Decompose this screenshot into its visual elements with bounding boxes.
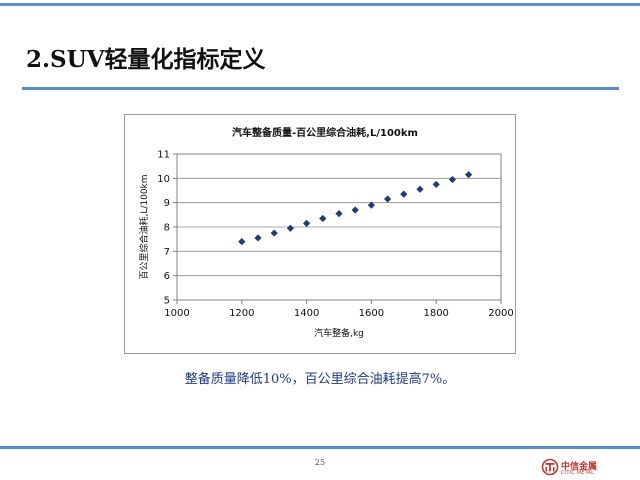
chart-frame: 汽车整备质量-百公里综合油耗,L/100km 5 6 7 8 9 10 11 1000 120…: [124, 114, 516, 354]
data-point: [416, 185, 424, 193]
x-tick-label: 2000: [488, 308, 513, 319]
y-tick-label: 8: [164, 223, 170, 234]
slide-caption: 整备质量降低10%，百公里综合油耗提高7%。: [184, 372, 456, 387]
data-point: [335, 210, 343, 218]
x-tick-label: 1400: [294, 308, 319, 319]
header-divider: [22, 87, 619, 90]
y-tick-label: 7: [164, 247, 170, 258]
data-point: [448, 175, 456, 184]
x-tick-label: 1800: [423, 308, 448, 319]
page-number: 25: [314, 458, 326, 467]
data-point: [400, 190, 408, 198]
y-axis-label: 百公里综合油耗,L/100km: [138, 174, 150, 279]
data-point: [286, 224, 294, 232]
x-tick-label: 1000: [164, 308, 189, 319]
x-axis-label: 汽车整备,kg: [314, 327, 364, 339]
data-point: [238, 238, 246, 246]
company-logo: 中信金属 CITIC METAL: [541, 458, 633, 478]
scatter-chart: 汽车整备质量-百公里综合油耗,L/100km 5 6 7 8 9 10 11 1000 120…: [138, 126, 514, 339]
data-point: [465, 171, 473, 179]
data-point: [254, 234, 262, 242]
x-tick-label: 1600: [359, 308, 384, 319]
data-point: [432, 180, 440, 189]
chart-title: 汽车整备质量-百公里综合油耗,L/100km: [232, 126, 418, 139]
y-tick-label: 10: [157, 174, 170, 185]
logo-name-cn: 中信金属: [561, 462, 598, 472]
y-tick-label: 6: [164, 271, 170, 282]
top-accent-bar: [0, 3, 640, 6]
data-point: [351, 206, 359, 214]
slide-title: 2.SUV轻量化指标定义: [26, 46, 266, 73]
citic-logo-icon: [541, 458, 559, 476]
data-point: [319, 214, 327, 223]
data-point: [270, 229, 278, 237]
y-tick-label: 5: [164, 296, 170, 307]
data-point: [303, 219, 311, 227]
footer-accent-bar: [0, 446, 640, 449]
y-tick-label: 9: [164, 198, 170, 209]
logo-name-en: CITIC METAL: [561, 470, 595, 476]
data-point: [384, 195, 392, 203]
x-tick-label: 1200: [229, 308, 254, 319]
y-tick-label: 11: [157, 150, 170, 161]
